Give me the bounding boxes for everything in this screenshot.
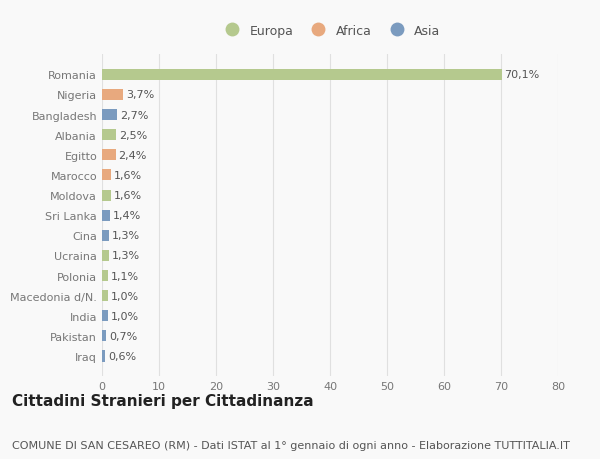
Bar (102, 330, 106, 341)
Text: 3,7%: 3,7% (126, 90, 154, 100)
Text: 1,4%: 1,4% (113, 211, 141, 221)
Bar (102, 190, 111, 201)
Bar (102, 170, 111, 181)
Text: 1,0%: 1,0% (110, 311, 139, 321)
Text: 1,0%: 1,0% (110, 291, 139, 301)
Bar (102, 270, 108, 281)
Text: 1,3%: 1,3% (112, 251, 140, 261)
Text: 1,3%: 1,3% (112, 231, 140, 241)
Text: 2,7%: 2,7% (120, 110, 149, 120)
Text: 1,1%: 1,1% (111, 271, 139, 281)
Text: 2,5%: 2,5% (119, 130, 148, 140)
Bar (102, 90, 123, 101)
Text: 0,6%: 0,6% (108, 351, 136, 361)
Text: 1,6%: 1,6% (114, 190, 142, 201)
Bar (102, 311, 108, 322)
Bar (102, 230, 109, 241)
Bar (102, 351, 106, 362)
Text: 0,7%: 0,7% (109, 331, 137, 341)
Bar (102, 250, 109, 262)
Text: COMUNE DI SAN CESAREO (RM) - Dati ISTAT al 1° gennaio di ogni anno - Elaborazion: COMUNE DI SAN CESAREO (RM) - Dati ISTAT … (12, 440, 570, 450)
Text: Cittadini Stranieri per Cittadinanza: Cittadini Stranieri per Cittadinanza (12, 393, 314, 409)
Text: 2,4%: 2,4% (119, 151, 147, 161)
Bar (102, 110, 118, 121)
Text: 70,1%: 70,1% (505, 70, 539, 80)
Bar (102, 130, 116, 141)
Bar (102, 70, 502, 81)
Text: 1,6%: 1,6% (114, 171, 142, 180)
Bar (102, 210, 110, 221)
Legend: Europa, Africa, Asia: Europa, Africa, Asia (215, 20, 445, 43)
Bar (102, 291, 108, 302)
Bar (102, 150, 116, 161)
